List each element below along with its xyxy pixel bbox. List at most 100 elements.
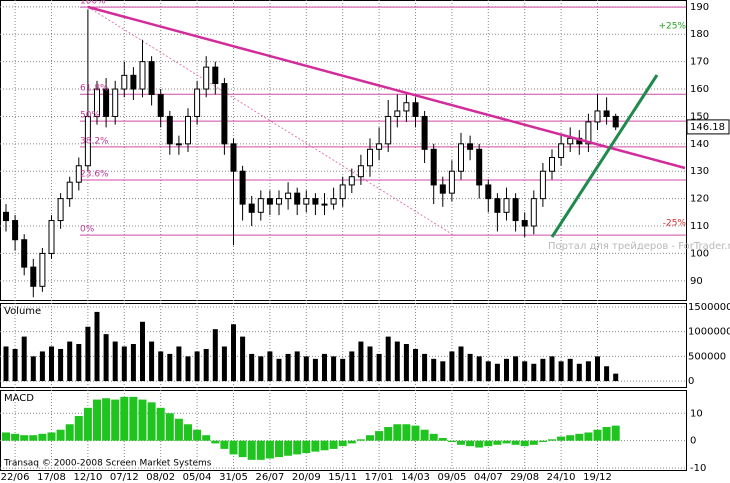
macd-bar bbox=[557, 436, 566, 441]
macd-bar bbox=[38, 433, 47, 441]
macd-bar bbox=[402, 424, 411, 441]
volume-bar bbox=[49, 346, 54, 382]
x-tick-label: 14/03 bbox=[401, 472, 430, 483]
y-tick-label: 10 bbox=[690, 408, 703, 419]
volume-bar bbox=[340, 358, 346, 382]
marks-layer bbox=[2, 6, 686, 460]
candle-body bbox=[530, 198, 537, 227]
macd-bar bbox=[311, 440, 320, 452]
candle-body bbox=[339, 184, 346, 200]
macd-bar bbox=[529, 440, 538, 445]
macd-bar bbox=[293, 440, 302, 455]
volume-bar bbox=[567, 358, 573, 382]
candle-body bbox=[485, 184, 492, 200]
macd-bar bbox=[484, 440, 493, 447]
volume-bar bbox=[103, 334, 109, 382]
volume-bar bbox=[540, 358, 546, 382]
candle-body bbox=[57, 198, 64, 222]
candle-body bbox=[430, 148, 437, 186]
candle-body bbox=[539, 170, 546, 200]
macd-bar bbox=[65, 424, 74, 441]
trend-line-resistance bbox=[87, 5, 686, 170]
volume-bar bbox=[585, 361, 591, 382]
volume-bar bbox=[76, 344, 82, 382]
volume-bar bbox=[458, 346, 464, 382]
candle-body bbox=[612, 115, 619, 128]
macd-bar bbox=[129, 396, 138, 441]
candle-body bbox=[139, 61, 146, 90]
macd-title: MACD bbox=[4, 393, 34, 404]
candle-body bbox=[276, 198, 282, 205]
volume-bar bbox=[604, 366, 610, 382]
macd-bar bbox=[238, 440, 247, 458]
candle-body bbox=[467, 143, 474, 150]
macd-bar bbox=[593, 429, 602, 441]
candle-body bbox=[330, 198, 337, 205]
volume-bar bbox=[449, 351, 455, 382]
candle-body bbox=[257, 198, 264, 213]
macd-bar bbox=[29, 435, 38, 441]
y-tick-label: 0 bbox=[688, 376, 694, 387]
macd-bar bbox=[284, 440, 293, 456]
macd-bar bbox=[193, 429, 202, 441]
volume-bar bbox=[504, 358, 509, 382]
volume-bar bbox=[94, 311, 100, 382]
macd-bar bbox=[147, 402, 156, 441]
candle-body bbox=[121, 74, 128, 90]
candle-body bbox=[148, 61, 155, 96]
macd-bar bbox=[120, 396, 129, 441]
fib-label: 23.6% bbox=[80, 170, 109, 180]
candle-body bbox=[3, 211, 9, 222]
last-price-label: 146.18 bbox=[690, 122, 725, 133]
volume-bar bbox=[185, 356, 191, 382]
candle-body bbox=[521, 220, 528, 227]
candle-body bbox=[503, 198, 510, 213]
candle-body bbox=[94, 88, 100, 117]
candle-body bbox=[476, 148, 483, 186]
macd-bar bbox=[256, 440, 265, 460]
volume-bar bbox=[12, 348, 18, 382]
macd-bar bbox=[247, 440, 256, 460]
candle-body bbox=[549, 157, 555, 172]
plus-25-label: +25% bbox=[658, 22, 686, 32]
candle-body bbox=[21, 239, 28, 268]
macd-bar bbox=[83, 407, 92, 441]
volume-bar bbox=[531, 363, 537, 382]
volume-bar bbox=[212, 329, 218, 382]
x-tick-label: 08/02 bbox=[146, 472, 175, 483]
volume-bar bbox=[549, 356, 555, 382]
macd-bar bbox=[2, 432, 10, 441]
candle-body bbox=[357, 165, 364, 178]
volume-bar bbox=[513, 356, 519, 382]
macd-bar bbox=[384, 426, 393, 441]
macd-bar bbox=[275, 440, 283, 458]
candle-body bbox=[157, 94, 164, 117]
candle-body bbox=[567, 137, 574, 145]
volume-bar bbox=[413, 348, 418, 382]
volume-bar bbox=[149, 341, 155, 382]
candle-body bbox=[321, 203, 328, 206]
macd-bar bbox=[174, 418, 183, 441]
macd-bar bbox=[184, 424, 192, 441]
macd-bar bbox=[548, 439, 556, 441]
volume-bar bbox=[276, 358, 282, 382]
fib-label: 100% bbox=[80, 0, 106, 7]
macd-bar bbox=[74, 416, 83, 441]
candle-body bbox=[285, 192, 292, 200]
volume-bar bbox=[39, 351, 45, 382]
macd-bar bbox=[602, 426, 611, 441]
volume-bar bbox=[331, 356, 337, 382]
volume-bar bbox=[221, 346, 227, 382]
candle-body bbox=[203, 66, 210, 90]
macd-bar bbox=[438, 437, 447, 441]
candle-body bbox=[303, 198, 310, 205]
candle-body bbox=[221, 83, 228, 145]
macd-bar bbox=[20, 435, 29, 441]
volume-bar bbox=[294, 351, 300, 382]
volume-bar bbox=[595, 356, 600, 382]
fib-label: 38.2% bbox=[80, 136, 109, 146]
candle-body bbox=[494, 198, 501, 213]
y-tick-label: 140 bbox=[690, 139, 709, 150]
macd-bar bbox=[320, 440, 329, 451]
candle-body bbox=[48, 220, 55, 254]
